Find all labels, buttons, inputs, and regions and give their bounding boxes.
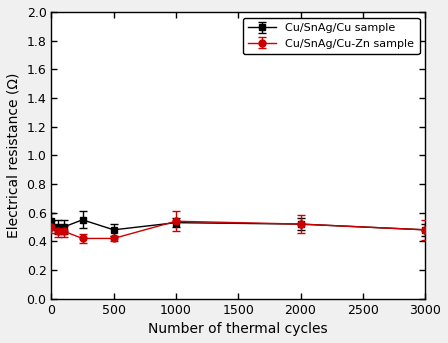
Legend: Cu/SnAg/Cu sample, Cu/SnAg/Cu-Zn sample: Cu/SnAg/Cu sample, Cu/SnAg/Cu-Zn sample	[243, 17, 420, 54]
Y-axis label: Electrical resistance (Ω): Electrical resistance (Ω)	[7, 73, 21, 238]
X-axis label: Number of thermal cycles: Number of thermal cycles	[148, 322, 328, 336]
